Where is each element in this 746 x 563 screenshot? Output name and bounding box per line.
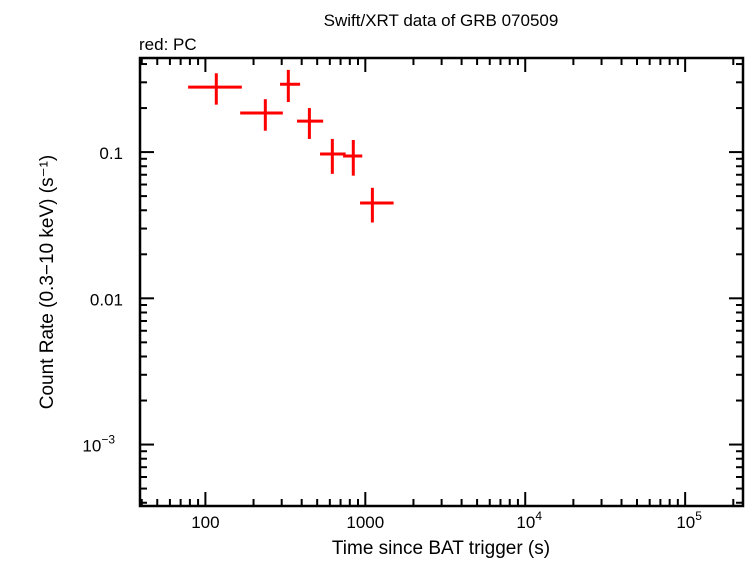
data-point (188, 73, 242, 105)
x-tick-label: 104 (516, 509, 542, 532)
x-axis-label: Time since BAT trigger (s) (332, 538, 550, 558)
data-point (343, 139, 363, 176)
chart-title: Swift/XRT data of GRB 070509 (324, 11, 559, 30)
x-tick-label: 105 (676, 509, 702, 532)
data-point (297, 108, 324, 139)
y-tick-label: 0.1 (99, 144, 123, 163)
y-axis-label: Count Rate (0.3−10 keV) (s⁻¹) (37, 155, 58, 410)
x-tick-label: 1000 (346, 513, 384, 532)
data-point (240, 99, 283, 131)
y-tick-label: 10−3 (82, 433, 115, 456)
chart-subtitle: red: PC (139, 35, 197, 54)
plot-frame (138, 56, 745, 508)
x-tick-label: 100 (191, 513, 219, 532)
data-point (280, 69, 301, 103)
data-point (360, 187, 394, 223)
y-tick-label: 0.01 (90, 290, 123, 309)
data-point (320, 138, 346, 174)
